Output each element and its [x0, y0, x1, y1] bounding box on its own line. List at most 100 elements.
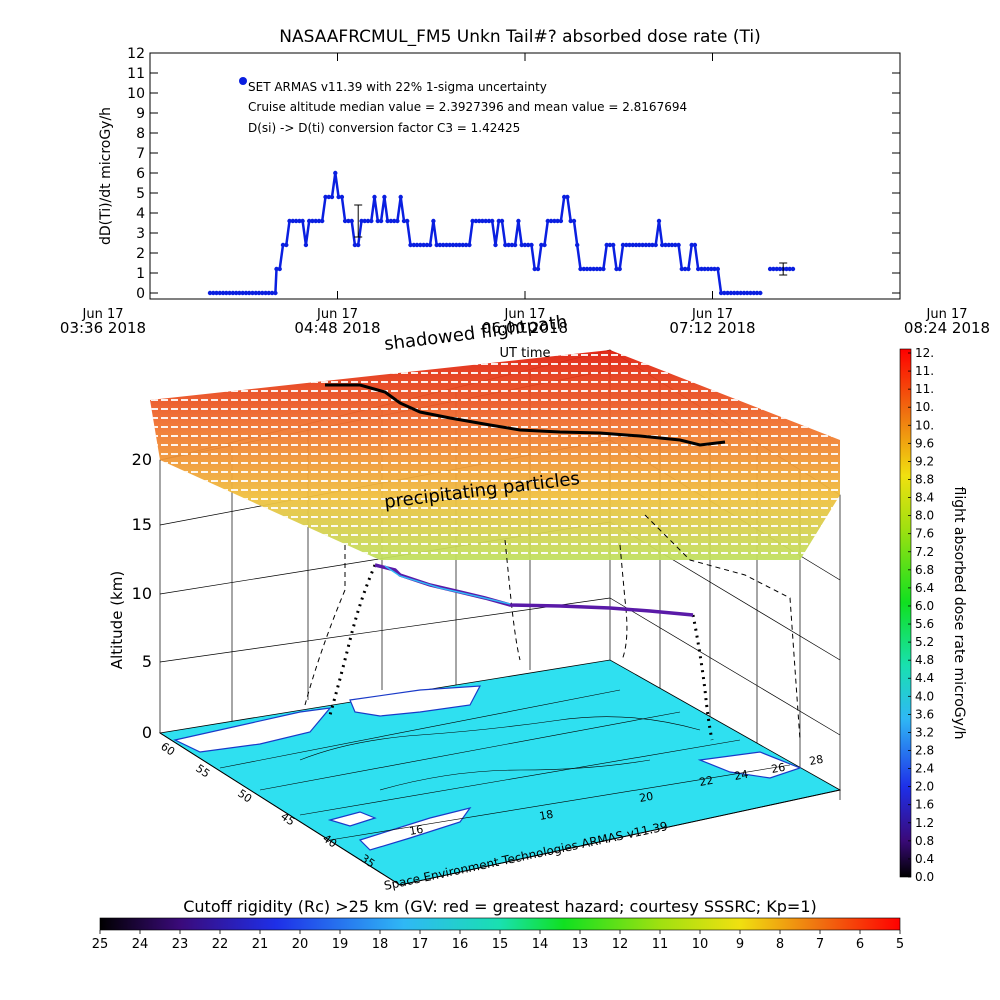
data-point — [310, 218, 315, 224]
data-point — [660, 242, 665, 248]
data-point — [418, 242, 423, 248]
data-point — [326, 194, 331, 200]
data-point — [503, 242, 508, 248]
longitude-tick-label: 16 — [408, 823, 424, 838]
curtain-dash-texture — [150, 350, 840, 560]
data-point — [627, 242, 632, 248]
data-point — [356, 242, 361, 248]
dose-rate-colorbar-label: flight absorbed dose rate microGy/h — [951, 487, 967, 740]
altitude-tick-label: 10 — [132, 584, 152, 603]
data-point — [682, 266, 688, 272]
colorbar-tick-label: 23 — [172, 937, 189, 952]
data-point — [414, 242, 420, 248]
data-point — [260, 290, 265, 296]
annotation-line-2: Cruise altitude median value = 2.3927396… — [248, 100, 687, 114]
colorbar-tick-label: 18 — [372, 937, 389, 952]
data-point — [705, 266, 711, 272]
data-point — [234, 290, 239, 296]
data-point — [372, 194, 377, 200]
data-point — [728, 290, 734, 296]
data-point — [269, 290, 275, 296]
colorbar-tick-label: 10. — [915, 418, 934, 432]
colorbar-tick-label: 20 — [292, 937, 309, 952]
y-tick-label: 6 — [136, 166, 145, 182]
data-point — [486, 218, 492, 224]
data-point — [732, 290, 737, 296]
altitude-axis-label: Altitude (km) — [108, 571, 126, 669]
data-point — [434, 242, 439, 248]
longitude-tick-label: 22 — [698, 774, 714, 789]
colorbar-tick-label: 5 — [896, 937, 904, 952]
data-point — [247, 290, 252, 296]
data-point — [696, 266, 701, 272]
dose-rate-colorbar: 0.0 0.4 0.8 1.2 1.6 2.0 2.4 2.8 3.2 3.6 4.0 4.4 4.8 5… — [899, 346, 967, 884]
data-point — [405, 218, 410, 224]
colorbar-tick-label: 9 — [736, 937, 744, 952]
colorbar-tick-label: 8 — [776, 937, 784, 952]
data-point — [601, 266, 606, 272]
data-point — [516, 218, 521, 224]
data-point — [365, 218, 371, 224]
colorbar-tick-label: 5.6 — [915, 617, 934, 631]
data-point — [473, 218, 479, 224]
colorbar-tick-label: 8.0 — [915, 509, 934, 523]
colorbar-tick-label: 4.8 — [915, 653, 934, 667]
y-tick-label: 12 — [127, 46, 145, 62]
data-point — [336, 194, 341, 200]
data-point — [562, 194, 567, 200]
data-point — [214, 290, 219, 296]
data-point — [754, 290, 760, 296]
data-point — [293, 218, 299, 224]
colorbar-tick-label: 3.6 — [915, 707, 934, 721]
data-point — [506, 242, 511, 248]
data-point — [483, 218, 488, 224]
dose-rate-colorbar-ticks: 0.0 0.4 0.8 1.2 1.6 2.0 2.4 2.8 3.2 3.6 4.0 4.4 4.8 5… — [908, 346, 934, 884]
data-point — [395, 218, 400, 224]
colorbar-tick-label: 0.4 — [915, 852, 934, 866]
data-point — [522, 242, 528, 248]
data-point — [745, 290, 750, 296]
data-point — [663, 242, 668, 248]
data-point — [346, 218, 351, 224]
data-point — [614, 266, 619, 272]
altitude-tick-label: 5 — [142, 652, 152, 671]
altitude-axis-ticks: 0 5 10 15 20 — [132, 450, 152, 742]
y-tick-label: 8 — [136, 126, 145, 142]
data-point — [689, 242, 694, 248]
x-tick-label-time: 03:36 2018 — [60, 319, 146, 337]
colorbar-tick-label: 4.4 — [915, 671, 934, 685]
data-point — [702, 266, 707, 272]
altitude-tick-label: 0 — [142, 723, 152, 742]
data-point — [227, 290, 232, 296]
data-point — [470, 218, 475, 224]
data-point — [748, 290, 753, 296]
data-point — [771, 266, 776, 272]
projection-lines — [304, 514, 801, 741]
colorbar-tick-label: 11 — [652, 937, 669, 952]
data-point — [385, 218, 390, 224]
data-point — [669, 242, 675, 248]
data-point — [303, 242, 309, 248]
y-tick-label: 5 — [136, 186, 145, 202]
data-point — [424, 242, 430, 248]
colorbar-tick-label: 14 — [532, 937, 549, 952]
data-point — [256, 290, 262, 296]
top-annotations: SET ARMAS v11.39 with 22% 1-sigma uncert… — [239, 77, 687, 135]
colorbar-tick-label: 2.8 — [915, 744, 934, 758]
altitude-tick-label: 20 — [132, 450, 152, 469]
shadowed-flight-path — [325, 383, 726, 447]
data-point — [588, 266, 593, 272]
colorbar-tick-label: 4.0 — [915, 689, 934, 703]
x-tick-label-date: Jun 17 — [82, 307, 124, 322]
data-point — [211, 290, 216, 296]
data-point — [398, 194, 403, 200]
data-point — [444, 242, 449, 248]
data-point — [342, 218, 348, 224]
colorbar-tick-label: 6 — [856, 937, 864, 952]
data-point — [545, 218, 550, 224]
data-point — [643, 242, 649, 248]
colorbar-tick-label: 25 — [92, 937, 109, 952]
x-tick-label-date: Jun 17 — [926, 307, 968, 322]
data-point — [594, 266, 600, 272]
